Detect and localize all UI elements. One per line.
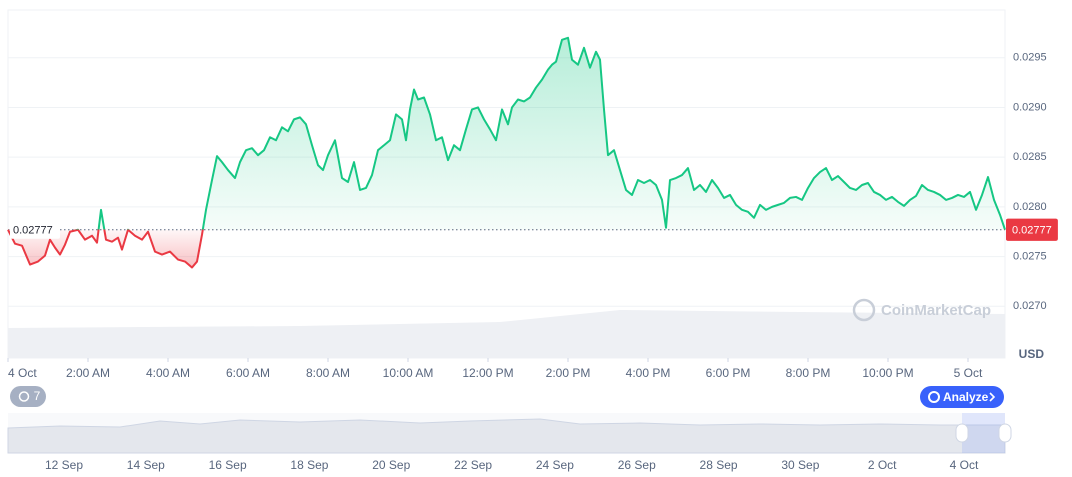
y-tick-label: 0.0295	[1013, 52, 1047, 64]
reference-label-bg	[10, 220, 60, 239]
x-tick-label: 4:00 AM	[146, 366, 190, 380]
y-tick-label: 0.0280	[1013, 201, 1047, 213]
y-unit: USD	[1019, 347, 1045, 361]
navigator-label: 26 Sep	[618, 458, 656, 472]
x-tick-label: 10:00 PM	[862, 366, 913, 380]
y-tick-label: 0.0285	[1013, 151, 1047, 163]
navigator-label: 12 Sep	[45, 458, 83, 472]
x-tick-label: 4 Oct	[8, 366, 37, 380]
navigator-area	[7, 418, 1006, 454]
analyze-bg	[920, 386, 1004, 408]
navigator-label: 2 Oct	[868, 458, 897, 472]
current-price-badge	[1006, 218, 1058, 241]
plot	[7, 36, 1006, 362]
watermark: CoinMarketCap	[852, 298, 991, 322]
navigator-labels: 12 Sep 14 Sep 16 Sep 18 Sep 20 Sep 22 Sep 24 S…	[45, 458, 979, 472]
analyze-button[interactable]: Analyze	[920, 386, 1004, 408]
analyze-chevron	[989, 392, 996, 402]
navigator-label: 14 Sep	[127, 458, 165, 472]
x-tick-label: 8:00 AM	[306, 366, 350, 380]
x-tick-label: 5 Oct	[954, 366, 983, 380]
navigator-label: 20 Sep	[372, 458, 410, 472]
volume-backdrop	[8, 310, 1005, 358]
y-tick-label: 0.0290	[1013, 101, 1047, 113]
x-tick-label: 2:00 PM	[546, 366, 591, 380]
analyze-label: Analyze	[943, 390, 989, 404]
x-tick-label: 2:00 AM	[66, 366, 110, 380]
history-badge[interactable]: 7	[10, 386, 46, 407]
y-tick-label: 0.0270	[1013, 300, 1047, 312]
x-tick-label: 6:00 PM	[706, 366, 751, 380]
watermark-logo	[852, 298, 876, 322]
watermark-text: CoinMarketCap	[881, 302, 991, 319]
history-icon	[18, 391, 30, 402]
navigator-label: 22 Sep	[454, 458, 492, 472]
history-count: 7	[34, 389, 41, 403]
y-tick-label: 0.0275	[1013, 250, 1047, 262]
reference-label: 0.02777	[13, 225, 53, 237]
navigator-label: 4 Oct	[950, 458, 979, 472]
x-tick-label: 4:00 PM	[626, 366, 671, 380]
x-tick-label: 6:00 AM	[226, 366, 270, 380]
navigator-label: 30 Sep	[781, 458, 819, 472]
navigator-handle[interactable]	[998, 423, 1012, 443]
navigator[interactable]	[7, 413, 1012, 454]
current-price-label: 0.02777	[1012, 225, 1052, 237]
x-tick-label: 8:00 PM	[786, 366, 831, 380]
navigator-handle[interactable]	[955, 423, 969, 443]
x-tick-label: 10:00 AM	[383, 366, 434, 380]
navigator-label: 24 Sep	[536, 458, 574, 472]
price-line	[7, 36, 1006, 269]
navigator-selection	[962, 413, 1005, 453]
analyze-logo	[928, 391, 940, 403]
navigator-label: 18 Sep	[290, 458, 328, 472]
area-fill	[8, 37, 1005, 268]
x-tick-label: 12:00 PM	[462, 366, 513, 380]
navigator-label: 16 Sep	[209, 458, 247, 472]
navigator-label: 28 Sep	[700, 458, 738, 472]
